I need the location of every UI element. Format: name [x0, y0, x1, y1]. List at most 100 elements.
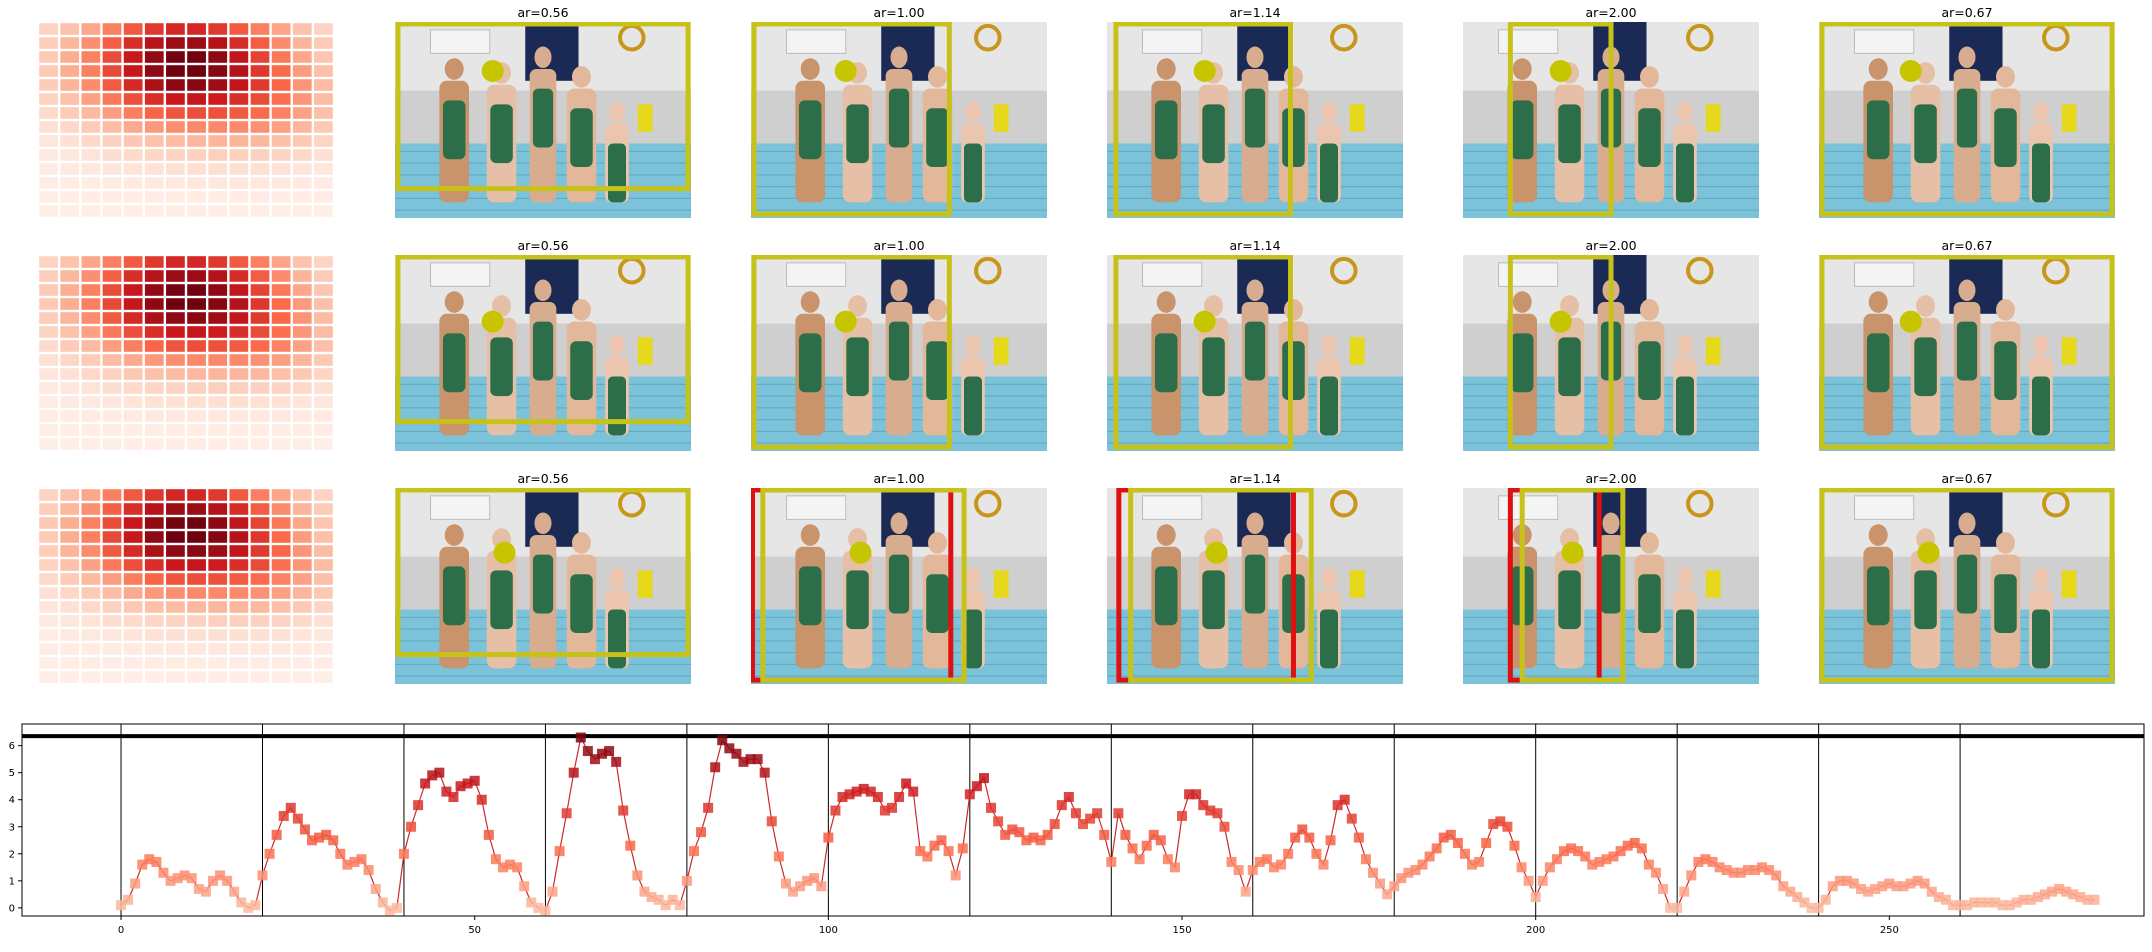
heatmap-cell [123, 163, 143, 175]
heatmap-cell [314, 177, 333, 189]
heatmap-cell [271, 270, 291, 282]
heatmap-cell [166, 163, 185, 175]
heatmap-cell [250, 368, 270, 380]
data-point [1148, 829, 1159, 840]
data-point [1459, 848, 1470, 859]
heatmap-cell [39, 107, 58, 119]
heatmap-cell [250, 573, 270, 585]
x-tick-label: 0 [118, 925, 124, 936]
data-point [1268, 862, 1279, 873]
heatmap-cell [250, 531, 270, 543]
data-point [561, 808, 572, 819]
heatmap-cell [292, 382, 312, 394]
data-point [1650, 867, 1661, 878]
heatmap-cell [60, 573, 80, 585]
heatmap-cell [208, 517, 228, 529]
heatmap-cell [102, 205, 122, 217]
heatmap-cell [60, 559, 80, 571]
heatmap-cell [208, 438, 228, 450]
data-point [2061, 886, 2072, 897]
data-point [1615, 846, 1626, 857]
data-point [1693, 856, 1704, 867]
data-point [1771, 870, 1782, 881]
heatmap-cell [166, 438, 185, 450]
yellow-box [395, 255, 691, 425]
heatmap-cell [271, 79, 291, 91]
heatmap-cell [229, 177, 249, 189]
heatmap-cell [102, 382, 122, 394]
data-point [1976, 897, 1987, 908]
data-point [137, 859, 148, 870]
heatmap-cell [271, 107, 291, 119]
data-point [1940, 894, 1951, 905]
heatmap-cell [144, 601, 164, 613]
heatmap-cell [250, 149, 270, 161]
yellow-box [751, 255, 952, 450]
data-point [222, 875, 233, 886]
data-point [179, 870, 190, 881]
photo-panel [1463, 488, 1759, 684]
heatmap-cell [123, 121, 143, 133]
heatmap-cell [292, 177, 312, 189]
heatmap-cell [229, 643, 249, 655]
heatmap-cell [250, 517, 270, 529]
photo-panel [395, 488, 691, 684]
heatmap-cell [229, 368, 249, 380]
data-point [1580, 851, 1591, 862]
data-point [1551, 854, 1562, 865]
data-point [653, 894, 664, 905]
heatmap-cell [187, 410, 206, 422]
heatmap-cell [39, 93, 58, 105]
yellow-box [1819, 22, 2115, 217]
heatmap-cell [271, 354, 291, 366]
data-point [1516, 862, 1527, 873]
heatmap-cell [187, 438, 206, 450]
heatmap-cell [144, 657, 164, 669]
heatmap-cell [123, 489, 143, 501]
heatmap-cell [39, 396, 58, 408]
heatmap-cell [123, 205, 143, 217]
heatmap-cell [292, 629, 312, 641]
photo-image [751, 255, 1047, 451]
heatmap-cell [60, 37, 80, 49]
data-point [2025, 894, 2036, 905]
heatmap-cell [102, 23, 122, 35]
heatmap-cell [144, 573, 164, 585]
photo-image [751, 488, 1047, 684]
data-point [766, 816, 777, 827]
heatmap-cell [187, 149, 206, 161]
heatmap-cell [187, 121, 206, 133]
data-point [1997, 900, 2008, 911]
data-point [1969, 897, 1980, 908]
data-point [1021, 835, 1032, 846]
heatmap-cell [292, 163, 312, 175]
yellow-box [1819, 255, 2115, 450]
heatmap-cell [314, 107, 333, 119]
heatmap-cell [144, 615, 164, 627]
heatmap-cell [208, 65, 228, 77]
heatmap-cell [144, 205, 164, 217]
panel-title: ar=2.00 [1585, 471, 1637, 486]
heatmap-cell [229, 121, 249, 133]
heatmap-cell [102, 438, 122, 450]
data-point [342, 859, 353, 870]
heatmap-cell [314, 121, 333, 133]
data-point [307, 835, 318, 846]
heatmap-cell [250, 107, 270, 119]
data-point [993, 816, 1004, 827]
heatmap-cell [144, 545, 164, 557]
heatmap-cell [144, 149, 164, 161]
data-point [144, 854, 155, 865]
heatmap-cell [60, 368, 80, 380]
yellow-box [751, 22, 952, 217]
data-point [1495, 816, 1506, 827]
heatmap-cell [292, 79, 312, 91]
heatmap-cell [229, 23, 249, 35]
heatmap-cell [166, 587, 185, 599]
heatmap-cell [144, 121, 164, 133]
heatmap-cell [39, 121, 58, 133]
data-point [851, 786, 862, 797]
data-point [1014, 827, 1025, 838]
heatmap-cell [39, 629, 58, 641]
heatmap-cell [187, 256, 206, 268]
